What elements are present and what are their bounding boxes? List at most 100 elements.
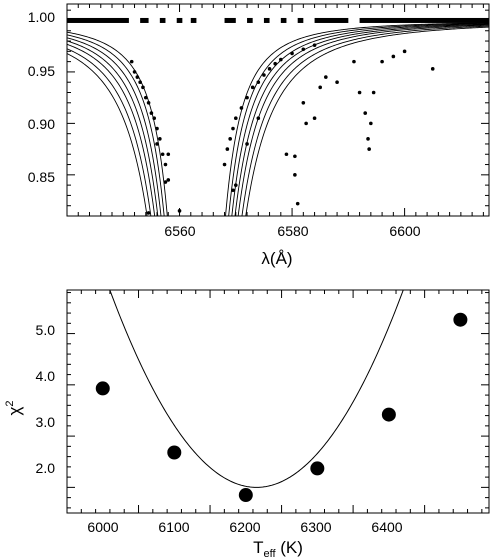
observed-point xyxy=(324,75,328,79)
top-x-tick-label: 6600 xyxy=(389,223,420,239)
bottom-x-axis-label-suffix: (K) xyxy=(276,538,303,557)
observed-point xyxy=(402,49,407,54)
observed-point xyxy=(155,126,159,131)
observed-point xyxy=(293,173,297,177)
observed-point xyxy=(234,116,238,121)
chi-square-point xyxy=(167,445,182,460)
observed-point xyxy=(146,100,151,105)
mask-segment xyxy=(280,17,287,23)
observed-point xyxy=(155,142,159,146)
observed-point xyxy=(160,152,165,157)
observed-point xyxy=(152,116,157,121)
model-profile-line xyxy=(67,22,489,216)
mask-segment xyxy=(263,17,270,23)
top-x-tick-label: 6580 xyxy=(277,223,308,239)
observed-point xyxy=(304,121,308,126)
observed-point xyxy=(335,80,339,85)
observed-point xyxy=(301,100,306,105)
bottom-y-tick-labels: 2.0 3.0 4.0 5.0 xyxy=(36,322,56,476)
top-x-tick-label: 6560 xyxy=(164,223,195,239)
observed-point xyxy=(146,211,151,215)
observed-point xyxy=(143,95,148,100)
observed-point xyxy=(149,111,154,115)
observed-point xyxy=(177,209,182,213)
observed-point xyxy=(228,137,232,141)
bottom-y-axis-label: χ2 xyxy=(4,400,24,415)
observed-point xyxy=(256,80,261,85)
model-profiles xyxy=(67,22,489,216)
top-x-axis-label: λ(Å) xyxy=(261,249,292,268)
bottom-y-axis-label-main: χ xyxy=(5,407,24,416)
observed-point xyxy=(267,67,272,71)
bottom-chart-chi-square: 6000 6100 6200 6300 6400 2.0 3.0 4.0 5.0… xyxy=(4,289,490,559)
observed-point xyxy=(141,85,145,90)
bottom-y-tick-label: 2.0 xyxy=(36,460,56,476)
observed-point xyxy=(158,137,162,141)
observed-point xyxy=(430,67,435,71)
mask-segment xyxy=(159,17,166,23)
bottom-x-axis-label-main: T xyxy=(253,538,263,557)
mask-segment xyxy=(140,17,149,23)
observed-point xyxy=(312,116,317,121)
observed-point xyxy=(367,147,371,151)
model-profile-line xyxy=(67,24,489,216)
bottom-y-tick-label: 4.0 xyxy=(36,368,56,384)
chi-square-point xyxy=(95,381,110,396)
bottom-plot-frame xyxy=(66,289,490,514)
bottom-x-tick-label: 6200 xyxy=(229,519,260,535)
observed-point xyxy=(290,51,294,56)
mask-segment xyxy=(359,17,489,23)
observed-point xyxy=(262,73,266,77)
observed-point xyxy=(135,75,140,79)
observed-point xyxy=(163,180,168,184)
observed-point xyxy=(245,142,249,146)
top-axis-ticks xyxy=(66,4,489,217)
observed-point xyxy=(231,126,235,131)
top-plot-frame xyxy=(66,3,490,217)
observed-point xyxy=(279,57,283,62)
observed-point xyxy=(245,95,249,100)
bottom-x-tick-label: 6100 xyxy=(158,519,189,535)
observed-point xyxy=(318,85,323,90)
top-y-tick-label: 0.95 xyxy=(28,63,55,79)
top-y-tick-labels: 0.85 0.90 0.95 1.00 xyxy=(28,9,55,185)
observed-point xyxy=(352,59,356,64)
top-chart-line-profile: 6560 6580 6600 0.85 0.90 0.95 1.00 λ(Å) xyxy=(28,3,490,268)
observed-point xyxy=(295,201,300,206)
model-profile-line xyxy=(67,22,489,216)
bottom-x-tick-label: 6400 xyxy=(371,519,402,535)
bottom-x-tick-labels: 6000 6100 6200 6300 6400 xyxy=(87,519,402,535)
bottom-axis-ticks xyxy=(66,290,489,513)
observed-point xyxy=(273,61,277,66)
top-y-tick-label: 0.85 xyxy=(28,169,55,185)
bottom-x-axis-label: Teff (K) xyxy=(253,538,303,559)
model-profile-line xyxy=(67,24,489,216)
chi-square-point xyxy=(381,407,396,422)
model-profile-line xyxy=(67,25,489,216)
observed-point xyxy=(256,116,261,121)
chi-square-point xyxy=(238,488,253,503)
observed-point xyxy=(293,154,297,159)
observed-point xyxy=(231,188,235,193)
observed-point xyxy=(129,59,134,64)
model-profile-line xyxy=(67,26,489,216)
observed-point xyxy=(371,90,376,95)
bottom-x-tick-label: 6000 xyxy=(87,519,118,535)
chi-square-point xyxy=(453,312,468,327)
chi-square-point xyxy=(310,461,325,476)
mask-segment xyxy=(190,17,197,23)
observed-point xyxy=(225,147,230,151)
bottom-x-axis-label-sub: eff xyxy=(263,548,276,559)
observed-point xyxy=(250,85,255,90)
continuum-mask-segments xyxy=(67,17,489,23)
observed-point xyxy=(166,152,171,157)
observed-point xyxy=(391,54,396,59)
top-x-tick-labels: 6560 6580 6600 xyxy=(164,223,420,239)
observed-point xyxy=(301,47,306,52)
mask-segment xyxy=(224,17,236,23)
observed-point xyxy=(132,70,137,74)
mask-segment xyxy=(176,17,183,23)
mask-segment xyxy=(297,17,304,23)
observed-point xyxy=(222,162,227,167)
bottom-y-tick-label: 3.0 xyxy=(36,414,56,430)
